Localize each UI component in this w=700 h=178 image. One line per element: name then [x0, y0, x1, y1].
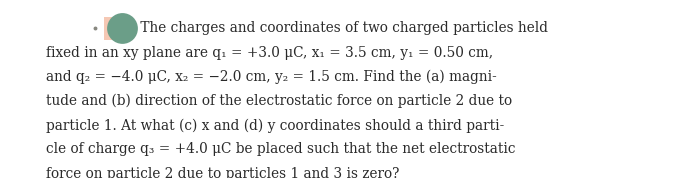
FancyBboxPatch shape [104, 17, 121, 40]
Text: and q₂ = −4.0 μC, x₂ = −2.0 cm, y₂ = 1.5 cm. Find the (a) magni-: and q₂ = −4.0 μC, x₂ = −2.0 cm, y₂ = 1.5… [46, 70, 496, 84]
Text: The charges and coordinates of two charged particles held: The charges and coordinates of two charg… [136, 21, 549, 35]
Text: fixed in an xy plane are q₁ = +3.0 μC, x₁ = 3.5 cm, y₁ = 0.50 cm,: fixed in an xy plane are q₁ = +3.0 μC, x… [46, 46, 493, 60]
Text: tude and (b) direction of the electrostatic force on particle 2 due to: tude and (b) direction of the electrosta… [46, 94, 512, 108]
Text: cle of charge q₃ = +4.0 μC be placed such that the net electrostatic: cle of charge q₃ = +4.0 μC be placed suc… [46, 142, 515, 156]
Ellipse shape [107, 13, 138, 44]
Text: particle 1. At what (c) x and (d) y coordinates should a third parti-: particle 1. At what (c) x and (d) y coor… [46, 118, 504, 133]
Text: force on particle 2 due to particles 1 and 3 is zero?: force on particle 2 due to particles 1 a… [46, 167, 399, 178]
